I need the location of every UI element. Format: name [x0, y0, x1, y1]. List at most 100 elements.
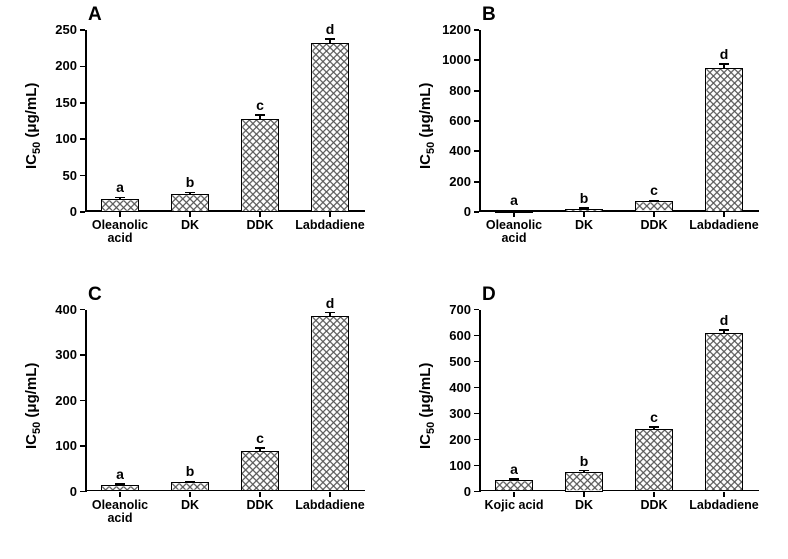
- bar: [705, 68, 744, 212]
- error-cap: [115, 197, 125, 199]
- y-axis-label: IC50 (μg/mL): [23, 83, 43, 169]
- y-tick-label: 200: [421, 174, 471, 189]
- x-tick: [583, 212, 585, 217]
- y-tick: [474, 90, 479, 92]
- y-tick-label: 300: [27, 347, 77, 362]
- x-tick: [119, 212, 121, 217]
- bar: [241, 119, 280, 212]
- y-tick-label: 0: [27, 484, 77, 499]
- error-cap: [325, 38, 335, 40]
- error-cap: [579, 470, 589, 472]
- x-tick-label: DK: [546, 499, 622, 512]
- y-tick: [80, 309, 85, 311]
- x-tick-label: Kojic acid: [476, 499, 552, 512]
- bar: [495, 480, 534, 491]
- x-tick-label: DK: [152, 499, 228, 512]
- sig-label: d: [326, 295, 335, 311]
- x-tick-label: DDK: [222, 219, 298, 232]
- y-tick: [474, 29, 479, 31]
- sig-label: d: [720, 312, 729, 328]
- bar: [101, 485, 140, 492]
- bar: [565, 472, 604, 492]
- sig-label: c: [256, 97, 264, 113]
- bar: [241, 451, 280, 492]
- y-tick-label: 1200: [421, 22, 471, 37]
- sig-label: c: [650, 409, 658, 425]
- panel-D: D0100200300400500600700aKojic acidbDKcDD…: [394, 280, 788, 559]
- y-tick: [474, 361, 479, 363]
- y-axis: [85, 310, 87, 492]
- y-tick-label: 0: [421, 204, 471, 219]
- sig-label: a: [510, 461, 518, 477]
- y-tick: [80, 400, 85, 402]
- bar: [311, 316, 350, 491]
- y-tick: [474, 413, 479, 415]
- error-cap: [255, 114, 265, 116]
- x-tick: [119, 492, 121, 497]
- bar: [171, 194, 210, 212]
- y-tick: [474, 59, 479, 61]
- y-tick: [80, 138, 85, 140]
- panel-label: D: [482, 284, 496, 306]
- y-tick: [474, 211, 479, 213]
- y-tick: [474, 120, 479, 122]
- error-cap: [719, 329, 729, 331]
- sig-label: d: [326, 21, 335, 37]
- sig-label: a: [116, 466, 124, 482]
- sig-label: b: [580, 190, 589, 206]
- bar: [635, 201, 674, 212]
- y-tick-label: 100: [421, 458, 471, 473]
- bar: [635, 429, 674, 491]
- error-cap: [185, 192, 195, 194]
- y-tick: [474, 439, 479, 441]
- x-tick: [723, 492, 725, 497]
- panel-label: C: [88, 284, 102, 306]
- error-cap: [649, 426, 659, 428]
- x-tick-label: Oleanolicacid: [82, 499, 158, 525]
- x-tick-label: Oleanolicacid: [82, 219, 158, 245]
- plot-area: 0100200300400aOleanolicacidbDKcDDKdLabda…: [85, 310, 365, 492]
- y-tick: [474, 335, 479, 337]
- y-tick-label: 0: [421, 484, 471, 499]
- y-axis: [85, 30, 87, 212]
- sig-label: c: [256, 430, 264, 446]
- y-tick-label: 600: [421, 328, 471, 343]
- y-tick: [474, 491, 479, 493]
- x-tick-label: Labdadiene: [292, 219, 368, 232]
- x-tick: [513, 212, 515, 217]
- error-cap: [325, 312, 335, 314]
- error-cap: [719, 63, 729, 65]
- y-axis: [479, 310, 481, 492]
- x-tick: [723, 212, 725, 217]
- error-cap: [509, 478, 519, 480]
- bar: [101, 199, 140, 212]
- x-tick: [653, 212, 655, 217]
- panel-B: B020040060080010001200aOleanolicacidbDKc…: [394, 0, 788, 280]
- x-tick-label: Labdadiene: [686, 219, 762, 232]
- y-tick: [474, 387, 479, 389]
- y-tick: [80, 354, 85, 356]
- y-tick-label: 50: [27, 168, 77, 183]
- y-axis-label: IC50 (μg/mL): [417, 362, 437, 448]
- plot-area: 0100200300400500600700aKojic acidbDKcDDK…: [479, 310, 759, 492]
- chart-grid: A050100150200250aOleanolicacidbDKcDDKdLa…: [0, 0, 788, 559]
- x-tick-label: Oleanolicacid: [476, 219, 552, 245]
- x-tick-label: DK: [546, 219, 622, 232]
- y-axis: [479, 30, 481, 212]
- x-tick: [259, 492, 261, 497]
- sig-label: d: [720, 46, 729, 62]
- y-axis-label: IC50 (μg/mL): [23, 362, 43, 448]
- x-tick-label: Labdadiene: [686, 499, 762, 512]
- y-tick-label: 1000: [421, 52, 471, 67]
- error-cap: [579, 207, 589, 209]
- y-tick: [80, 445, 85, 447]
- y-tick-label: 0: [27, 204, 77, 219]
- sig-label: c: [650, 182, 658, 198]
- y-tick: [474, 181, 479, 183]
- error-cap: [649, 200, 659, 202]
- x-tick: [189, 492, 191, 497]
- bar: [705, 333, 744, 492]
- sig-label: b: [186, 174, 195, 190]
- x-tick-label: Labdadiene: [292, 499, 368, 512]
- y-tick: [80, 66, 85, 68]
